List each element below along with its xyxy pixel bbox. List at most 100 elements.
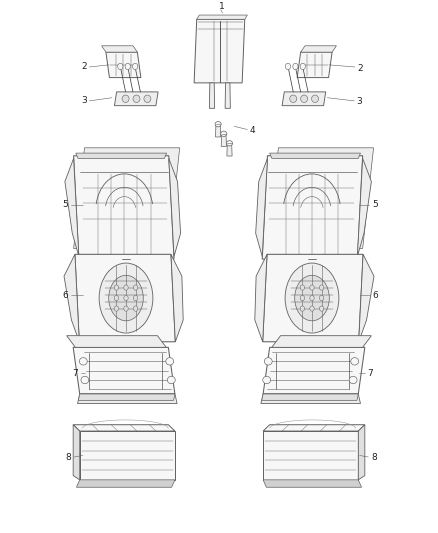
Ellipse shape: [124, 285, 128, 290]
Ellipse shape: [226, 141, 233, 146]
Polygon shape: [227, 143, 232, 156]
Ellipse shape: [319, 295, 324, 301]
Polygon shape: [297, 52, 332, 78]
Ellipse shape: [215, 122, 221, 127]
Text: 1: 1: [219, 2, 225, 11]
Polygon shape: [171, 254, 183, 342]
Text: 3: 3: [357, 98, 362, 107]
Ellipse shape: [310, 295, 314, 301]
Text: 6: 6: [373, 291, 378, 300]
Ellipse shape: [311, 95, 318, 102]
Polygon shape: [209, 83, 215, 108]
Polygon shape: [80, 431, 175, 480]
Polygon shape: [73, 348, 175, 394]
Ellipse shape: [310, 285, 314, 290]
Ellipse shape: [133, 95, 140, 102]
Ellipse shape: [351, 358, 359, 365]
Ellipse shape: [167, 376, 175, 384]
Ellipse shape: [114, 285, 119, 290]
Polygon shape: [197, 15, 247, 19]
Ellipse shape: [118, 63, 123, 70]
Polygon shape: [74, 156, 174, 259]
Polygon shape: [76, 153, 166, 158]
Ellipse shape: [319, 285, 324, 290]
Ellipse shape: [125, 63, 131, 70]
Polygon shape: [106, 52, 141, 78]
Ellipse shape: [264, 358, 272, 365]
Text: 7: 7: [73, 369, 78, 378]
Polygon shape: [300, 46, 336, 52]
Polygon shape: [169, 158, 180, 256]
Text: 5: 5: [372, 200, 378, 209]
Ellipse shape: [349, 376, 357, 384]
Polygon shape: [194, 19, 245, 83]
Polygon shape: [74, 148, 180, 248]
Ellipse shape: [310, 306, 314, 311]
Ellipse shape: [134, 295, 138, 301]
Polygon shape: [268, 148, 374, 248]
Ellipse shape: [290, 95, 297, 102]
Ellipse shape: [300, 306, 304, 311]
Polygon shape: [359, 254, 374, 342]
Polygon shape: [67, 336, 166, 348]
Ellipse shape: [293, 63, 298, 70]
Ellipse shape: [114, 295, 119, 301]
Ellipse shape: [300, 295, 304, 301]
Ellipse shape: [295, 276, 329, 321]
Ellipse shape: [300, 95, 307, 102]
Text: 8: 8: [66, 453, 71, 462]
Ellipse shape: [124, 295, 128, 301]
Polygon shape: [272, 336, 371, 348]
Polygon shape: [263, 254, 363, 342]
Ellipse shape: [79, 358, 87, 365]
Polygon shape: [215, 124, 221, 137]
Polygon shape: [256, 158, 268, 256]
Polygon shape: [263, 480, 361, 487]
Polygon shape: [78, 394, 175, 400]
Polygon shape: [358, 425, 365, 480]
Ellipse shape: [286, 63, 290, 70]
Ellipse shape: [221, 131, 227, 136]
Polygon shape: [357, 158, 371, 256]
Ellipse shape: [285, 263, 339, 333]
Polygon shape: [102, 46, 138, 52]
Text: 6: 6: [63, 291, 68, 300]
Ellipse shape: [319, 306, 324, 311]
Polygon shape: [263, 431, 358, 480]
Polygon shape: [255, 254, 267, 342]
Polygon shape: [114, 92, 158, 106]
Polygon shape: [270, 153, 360, 158]
Text: 5: 5: [63, 200, 68, 209]
Ellipse shape: [300, 285, 304, 290]
Polygon shape: [78, 394, 177, 403]
Ellipse shape: [134, 306, 138, 311]
Polygon shape: [221, 134, 226, 147]
Ellipse shape: [133, 63, 138, 70]
Ellipse shape: [81, 376, 89, 384]
Polygon shape: [263, 348, 365, 394]
Polygon shape: [282, 92, 326, 106]
Polygon shape: [263, 425, 365, 431]
Polygon shape: [65, 158, 79, 256]
Ellipse shape: [124, 306, 128, 311]
Text: 8: 8: [371, 453, 377, 462]
Ellipse shape: [300, 63, 305, 70]
Text: 3: 3: [81, 96, 87, 106]
Text: 7: 7: [367, 369, 373, 378]
Ellipse shape: [134, 285, 138, 290]
Polygon shape: [262, 156, 363, 259]
Ellipse shape: [144, 95, 151, 102]
Ellipse shape: [166, 358, 174, 365]
Polygon shape: [64, 254, 79, 342]
Polygon shape: [73, 425, 80, 480]
Text: 4: 4: [250, 126, 255, 135]
Text: 2: 2: [357, 63, 363, 72]
Polygon shape: [77, 480, 175, 487]
Polygon shape: [73, 425, 175, 431]
Polygon shape: [262, 394, 358, 400]
Polygon shape: [225, 83, 230, 108]
Polygon shape: [75, 254, 175, 342]
Text: 2: 2: [81, 62, 87, 71]
Polygon shape: [261, 394, 360, 403]
Ellipse shape: [109, 276, 143, 321]
